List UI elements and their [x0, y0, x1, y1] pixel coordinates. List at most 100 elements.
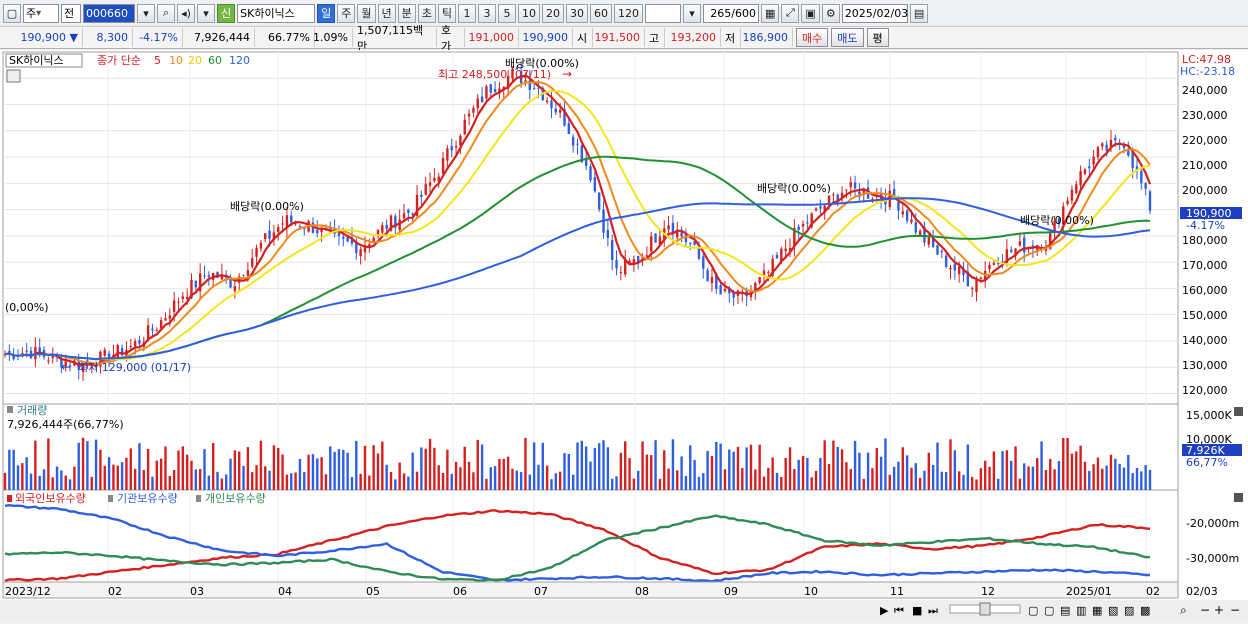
- calendar-icon[interactable]: ▤: [909, 3, 929, 23]
- candle-body: [506, 76, 510, 89]
- period-tab-year[interactable]: 년: [377, 3, 396, 23]
- volume-bar: [1135, 467, 1139, 490]
- scroll-right-icon[interactable]: ▶: [880, 604, 889, 617]
- grid-icon[interactable]: ▦: [761, 3, 780, 23]
- stop-icon[interactable]: ■: [912, 604, 922, 617]
- candle-body: [1148, 191, 1152, 211]
- candle-body: [840, 192, 844, 198]
- eval-button[interactable]: 평: [866, 28, 889, 47]
- candle-body: [819, 206, 822, 209]
- rewind-icon[interactable]: ⏮: [894, 604, 904, 617]
- code-dropdown-button[interactable]: ▾: [137, 3, 155, 23]
- volume-bar: [632, 478, 636, 490]
- candle-body: [624, 259, 627, 275]
- period-tab-week[interactable]: 주: [337, 3, 356, 23]
- fast-forward-icon[interactable]: ⏭: [928, 604, 938, 617]
- search-icon[interactable]: ⌕: [157, 3, 175, 23]
- gear-icon[interactable]: ⚙: [821, 3, 840, 23]
- candle-body: [606, 230, 610, 238]
- sell-button[interactable]: 매도: [831, 28, 864, 47]
- cross-icon[interactable]: ⤢: [781, 3, 800, 23]
- zoom-in-icon[interactable]: +: [1214, 603, 1224, 617]
- price-tick: 240,000: [1182, 84, 1228, 97]
- stock-name-text: SK하이닉스: [240, 7, 295, 20]
- volume-panel-close-icon[interactable]: [1234, 407, 1243, 416]
- volume-bar: [689, 445, 692, 490]
- candle-body: [1105, 144, 1108, 151]
- volume-bar: [346, 452, 349, 490]
- period-tab-tick[interactable]: 틱: [437, 3, 456, 23]
- period-tab-month[interactable]: 월: [357, 3, 376, 23]
- volume-bar: [610, 478, 614, 490]
- volume-bar: [905, 455, 909, 490]
- window-menu-button[interactable]: ▢: [3, 3, 21, 23]
- date-field[interactable]: 2025/02/03: [841, 3, 908, 23]
- volume-bar: [979, 468, 983, 490]
- investor-panel-close-icon[interactable]: [1234, 493, 1243, 502]
- interval-3[interactable]: 3: [478, 3, 496, 23]
- period-tab-day[interactable]: 일: [317, 3, 336, 23]
- chart-icon-2[interactable]: ▥: [1076, 604, 1086, 617]
- candle-body: [784, 248, 787, 252]
- volume-bar: [676, 470, 679, 490]
- prev-type-select[interactable]: 전: [61, 3, 81, 23]
- volume-bar: [862, 478, 865, 490]
- candle-body: [251, 258, 254, 267]
- chart-area[interactable]: SK하이닉스 종가 단순 5 10 20 60 120 LC:47.98 HC:…: [0, 50, 1248, 621]
- candle-body: [580, 145, 584, 163]
- chart-icon[interactable]: ▤: [1060, 604, 1070, 617]
- custom-interval-input[interactable]: [645, 3, 681, 23]
- volume-bar: [940, 471, 944, 490]
- candle-body: [576, 143, 579, 145]
- volume-bar: [593, 447, 597, 490]
- scroll-thumb[interactable]: [979, 602, 991, 616]
- x-tick: 11: [890, 585, 904, 598]
- chart-icon-6[interactable]: ▩: [1140, 604, 1150, 617]
- candle-body: [745, 289, 748, 297]
- interval-10[interactable]: 10: [518, 3, 540, 23]
- interval-1[interactable]: 1: [458, 3, 476, 23]
- custom-interval-dropdown[interactable]: ▾: [683, 3, 701, 23]
- zoom-out-icon[interactable]: −: [1200, 603, 1210, 617]
- bid-label-text: 호가: [441, 23, 452, 53]
- table-icon[interactable]: [6, 69, 21, 83]
- volume-bar: [133, 468, 137, 490]
- volume-bar: [650, 455, 653, 490]
- candle-body: [884, 198, 887, 205]
- candle-body: [25, 350, 28, 352]
- buy-button[interactable]: 매수: [796, 28, 829, 47]
- candle-body: [528, 80, 531, 90]
- save-icon[interactable]: ▣: [801, 3, 820, 23]
- volume-bar: [368, 475, 371, 490]
- chart-svg[interactable]: SK하이닉스 종가 단순 5 10 20 60 120 LC:47.98 HC:…: [0, 50, 1248, 621]
- stock-code-input[interactable]: 000660: [83, 3, 135, 23]
- market-select[interactable]: 주 ▾: [23, 3, 59, 23]
- chart-icon-4[interactable]: ▧: [1108, 604, 1118, 617]
- candle-body: [1075, 184, 1078, 193]
- square-icon[interactable]: ▢: [1028, 604, 1038, 617]
- data-count-field[interactable]: 265/600: [703, 3, 759, 23]
- candle-body: [1057, 218, 1061, 225]
- x-tick: 04: [278, 585, 292, 598]
- candle-body: [454, 145, 458, 148]
- interval-120[interactable]: 120: [614, 3, 643, 23]
- volume-bar: [246, 447, 250, 490]
- candle-body: [428, 182, 432, 186]
- period-tab-minute[interactable]: 분: [397, 3, 416, 23]
- volume-bar: [42, 469, 46, 490]
- zoom-icon[interactable]: ⌕: [1180, 603, 1187, 617]
- interval-5[interactable]: 5: [498, 3, 516, 23]
- interval-30[interactable]: 30: [566, 3, 588, 23]
- chart-icon-5[interactable]: ▨: [1124, 604, 1134, 617]
- period-tab-second[interactable]: 초: [417, 3, 436, 23]
- square-icon-2[interactable]: ▢: [1044, 604, 1054, 617]
- interval-60[interactable]: 60: [590, 3, 612, 23]
- volume-ratio: 66.77%: [255, 28, 315, 47]
- speaker-icon[interactable]: ◂): [177, 3, 195, 23]
- candle-body: [632, 259, 636, 265]
- volume-bar: [654, 440, 657, 490]
- chart-icon-3[interactable]: ▦: [1092, 604, 1102, 617]
- list-dropdown-button[interactable]: ▾: [197, 3, 215, 23]
- minus-icon[interactable]: −: [1230, 603, 1240, 617]
- interval-20[interactable]: 20: [542, 3, 564, 23]
